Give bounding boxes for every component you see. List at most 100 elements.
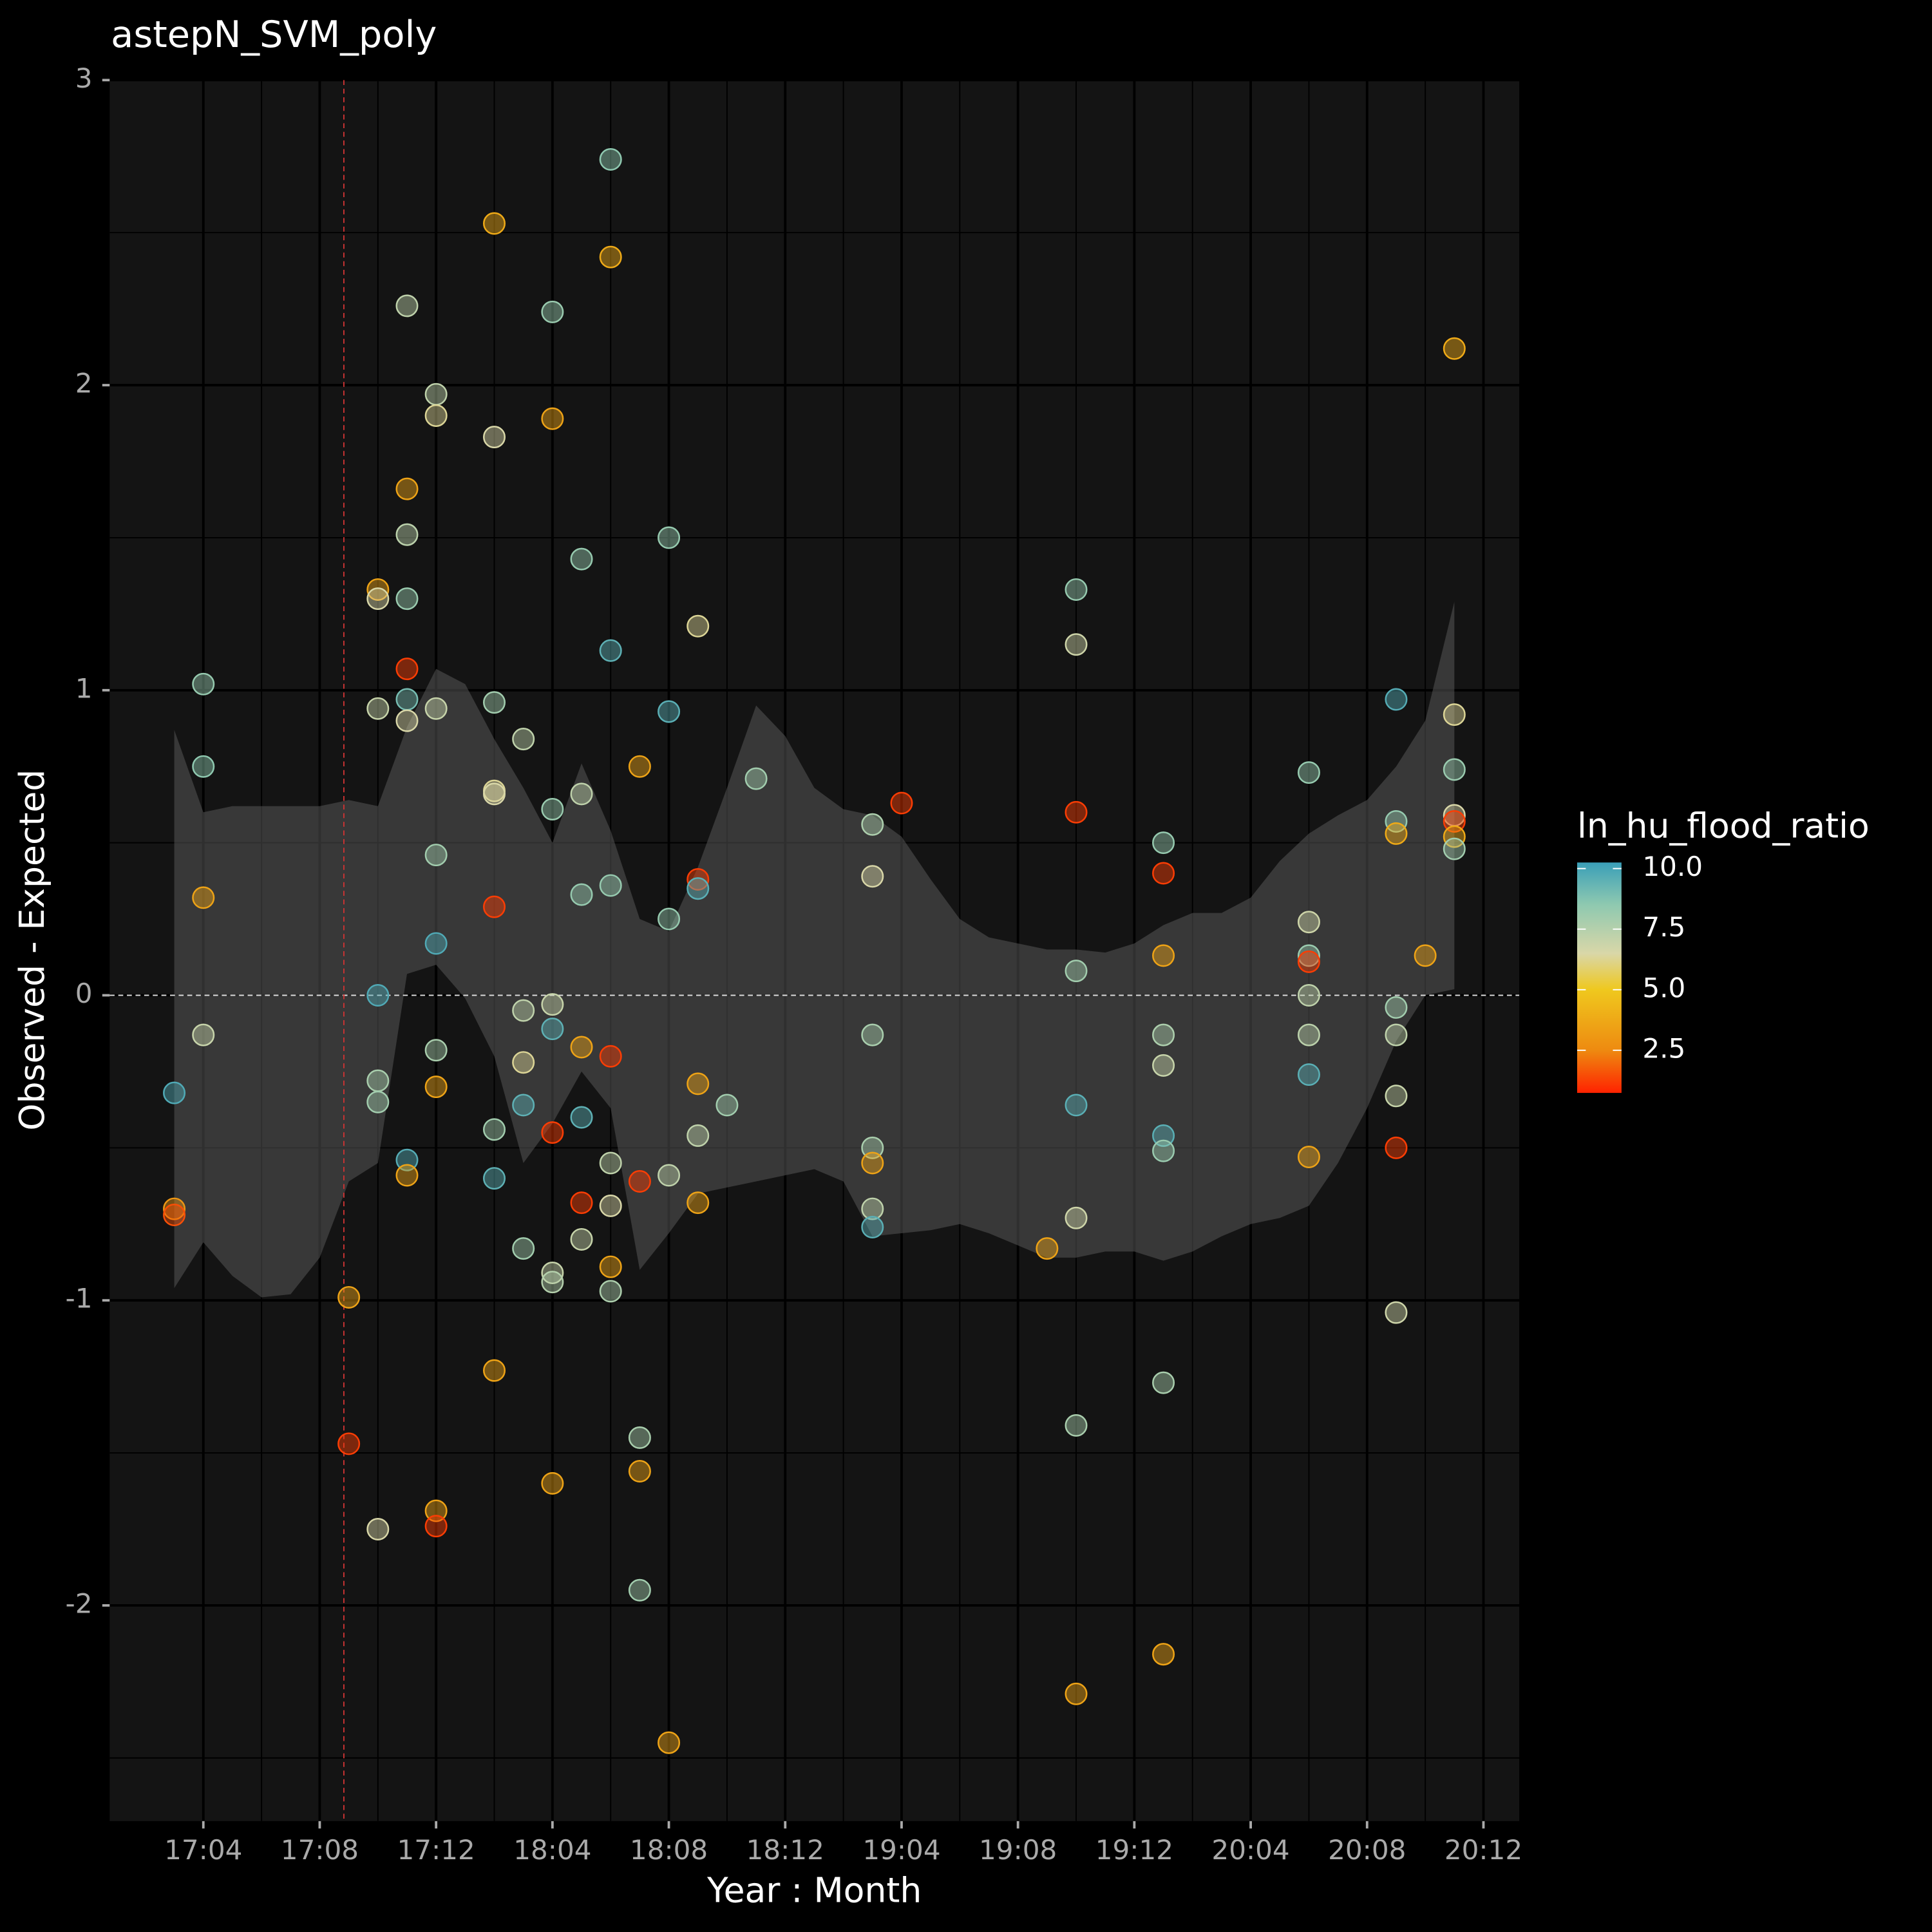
data-point bbox=[395, 477, 419, 500]
data-point bbox=[1443, 703, 1466, 726]
y-axis-title: Observed - Expected bbox=[12, 770, 52, 1131]
data-point bbox=[192, 672, 215, 696]
data-point bbox=[1065, 1206, 1088, 1229]
data-point bbox=[1297, 1063, 1320, 1086]
data-point bbox=[395, 523, 419, 546]
data-point bbox=[1065, 578, 1088, 601]
data-point bbox=[424, 383, 448, 406]
data-point bbox=[424, 1075, 448, 1099]
data-point bbox=[1443, 758, 1466, 781]
x-tick-label: 17:12 bbox=[397, 1834, 475, 1866]
data-point bbox=[541, 1262, 564, 1285]
data-point bbox=[715, 1094, 739, 1117]
data-point bbox=[628, 1459, 651, 1482]
data-point bbox=[599, 874, 622, 897]
x-tick-label: 20:12 bbox=[1444, 1834, 1522, 1866]
data-point bbox=[483, 1118, 506, 1141]
colorbar-tick-label: 5.0 bbox=[1642, 972, 1685, 1003]
data-point bbox=[1385, 822, 1408, 845]
data-point bbox=[163, 1204, 186, 1227]
data-point bbox=[599, 1280, 622, 1303]
data-point bbox=[1065, 1682, 1088, 1705]
data-point bbox=[366, 1090, 390, 1113]
data-point bbox=[570, 1036, 593, 1059]
data-point bbox=[424, 697, 448, 720]
chart-title: astepN_SVM_poly bbox=[111, 13, 437, 56]
data-point bbox=[512, 1051, 535, 1074]
colorbar-tick-label: 10.0 bbox=[1642, 851, 1703, 882]
data-point bbox=[861, 865, 884, 888]
data-point bbox=[570, 883, 593, 906]
data-point bbox=[163, 1081, 186, 1104]
data-point bbox=[366, 1517, 390, 1540]
legend-title: ln_hu_flood_ratio bbox=[1577, 805, 1870, 846]
data-point bbox=[658, 526, 681, 549]
data-point bbox=[512, 1094, 535, 1117]
data-point bbox=[512, 999, 535, 1022]
data-point bbox=[1385, 810, 1408, 833]
data-point bbox=[570, 1191, 593, 1215]
data-point bbox=[658, 1164, 681, 1187]
data-point bbox=[395, 1164, 419, 1187]
data-point bbox=[512, 1237, 535, 1260]
data-point bbox=[395, 688, 419, 711]
data-point bbox=[1385, 1136, 1408, 1159]
data-point bbox=[541, 1472, 564, 1495]
data-point bbox=[658, 907, 681, 931]
data-point bbox=[628, 1170, 651, 1193]
data-point bbox=[890, 791, 913, 815]
data-point bbox=[861, 1023, 884, 1046]
data-point bbox=[483, 895, 506, 918]
data-point bbox=[483, 782, 506, 806]
data-point bbox=[1385, 1023, 1408, 1046]
data-point bbox=[599, 1194, 622, 1217]
data-point bbox=[541, 1271, 564, 1294]
y-tick-label: 0 bbox=[75, 978, 93, 1009]
data-point bbox=[395, 587, 419, 611]
y-tick-label: 3 bbox=[75, 62, 93, 94]
data-point bbox=[1297, 950, 1320, 973]
data-point bbox=[599, 1151, 622, 1175]
data-point bbox=[1443, 337, 1466, 360]
data-point bbox=[1443, 837, 1466, 860]
data-point bbox=[687, 1191, 710, 1215]
data-point bbox=[1414, 944, 1437, 967]
x-tick-label: 20:08 bbox=[1328, 1834, 1406, 1866]
x-tick-label: 18:08 bbox=[630, 1834, 708, 1866]
data-point bbox=[1297, 761, 1320, 784]
data-point bbox=[366, 697, 390, 720]
data-point bbox=[1152, 1023, 1175, 1046]
data-point bbox=[483, 426, 506, 449]
colorbar bbox=[1577, 862, 1622, 1094]
data-point bbox=[628, 1578, 651, 1602]
data-point bbox=[658, 1731, 681, 1754]
data-point bbox=[687, 867, 710, 891]
data-point bbox=[1065, 800, 1088, 824]
data-point bbox=[687, 1072, 710, 1095]
x-tick-label: 19:12 bbox=[1095, 1834, 1173, 1866]
data-point bbox=[1297, 1146, 1320, 1169]
data-point bbox=[1297, 944, 1320, 967]
data-point bbox=[366, 578, 390, 601]
data-point bbox=[1036, 1237, 1059, 1260]
y-tick-label: 1 bbox=[75, 672, 93, 704]
data-point bbox=[512, 728, 535, 751]
x-tick-label: 20:04 bbox=[1211, 1834, 1289, 1866]
x-tick-label: 18:12 bbox=[746, 1834, 824, 1866]
data-point bbox=[366, 983, 390, 1007]
y-tick-label: -1 bbox=[66, 1283, 93, 1314]
data-point bbox=[483, 1359, 506, 1382]
data-point bbox=[861, 1215, 884, 1239]
x-tick-label: 19:08 bbox=[979, 1834, 1057, 1866]
data-point bbox=[628, 755, 651, 778]
data-point bbox=[861, 813, 884, 836]
y-tick-label: 2 bbox=[75, 368, 93, 399]
data-point bbox=[1152, 1371, 1175, 1394]
data-point bbox=[1152, 1139, 1175, 1162]
data-point bbox=[395, 1148, 419, 1171]
data-point bbox=[192, 1023, 215, 1046]
data-point bbox=[1385, 688, 1408, 711]
data-point bbox=[861, 1136, 884, 1159]
data-point bbox=[483, 212, 506, 235]
data-point bbox=[366, 1069, 390, 1092]
